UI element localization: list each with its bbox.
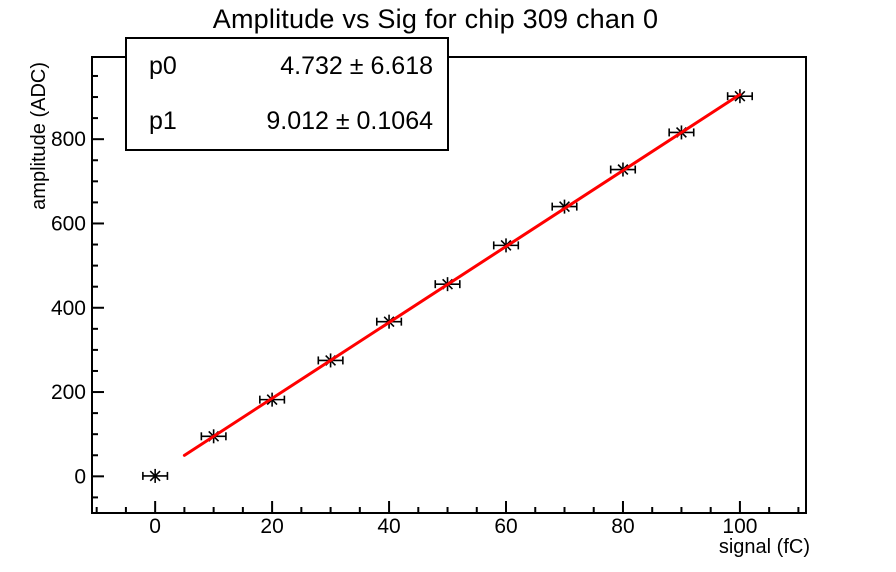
fit-line	[182, 93, 742, 457]
y-tick-label: 600	[51, 212, 86, 235]
chart-layer: 0 20 40 60 80 100 0 200 400 600 800	[51, 56, 807, 538]
stat-row-p1: p1 9.012 ± 0.1064	[127, 109, 447, 134]
x-tick-label: 20	[260, 515, 283, 538]
y-tick-label: 400	[51, 297, 86, 320]
x-axis-title: signal (fC)	[719, 536, 810, 558]
x-tick-label: 40	[377, 515, 400, 538]
x-tick-label: 0	[149, 515, 161, 538]
stat-row-p0: p0 4.732 ± 6.618	[127, 54, 447, 79]
fit-stats-box: p0 4.732 ± 6.618 p1 9.012 ± 0.1064	[125, 37, 449, 151]
stat-param-name: p1	[149, 107, 177, 135]
x-tick-label: 80	[611, 515, 634, 538]
stat-param-name: p0	[149, 52, 177, 80]
data-point-marker	[149, 470, 161, 482]
y-axis-title: amplitude (ADC)	[28, 62, 50, 210]
y-tick-label: 200	[51, 381, 86, 404]
x-tick-label: 100	[722, 515, 757, 538]
plot-frame	[91, 56, 807, 514]
y-tick-label: 0	[74, 465, 86, 488]
y-tick-label: 800	[51, 128, 86, 151]
stat-param-value: 9.012 ± 0.1064	[266, 107, 433, 135]
stat-param-value: 4.732 ± 6.618	[280, 52, 433, 80]
plot-title: Amplitude vs Sig for chip 309 chan 0	[212, 4, 659, 34]
x-tick-label: 60	[494, 515, 517, 538]
